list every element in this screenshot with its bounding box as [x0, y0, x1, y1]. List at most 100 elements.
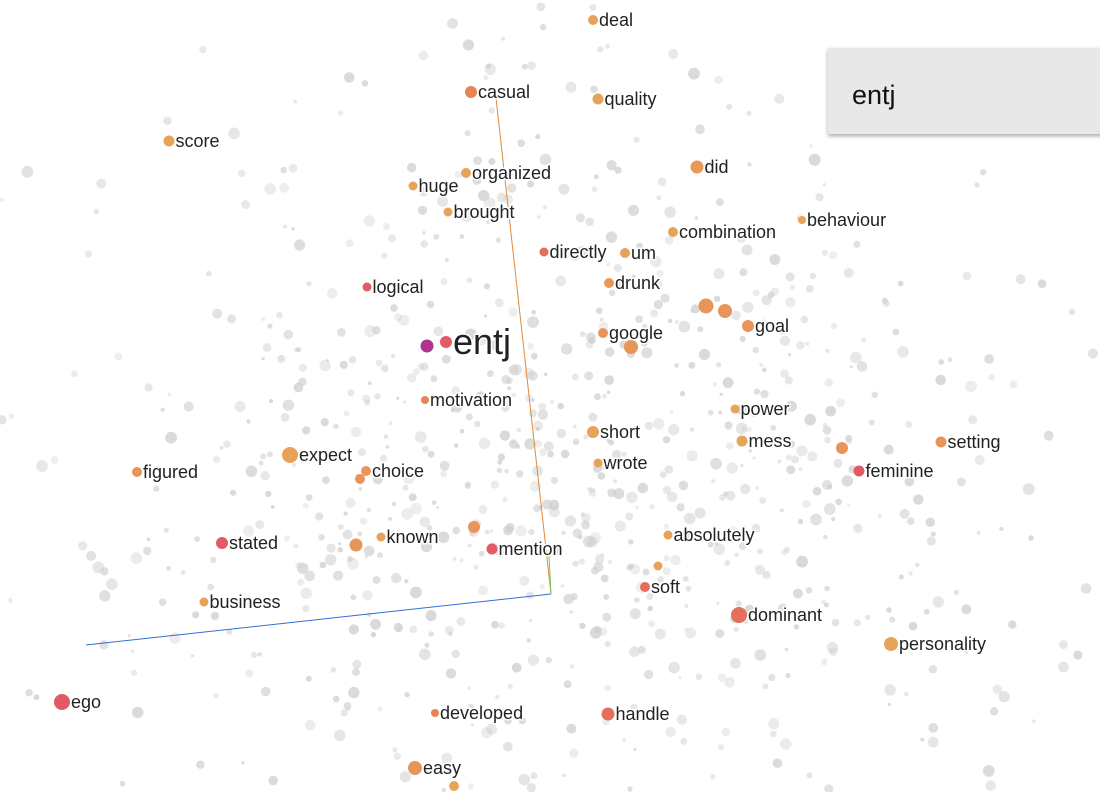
background-point[interactable] [413, 368, 420, 376]
background-point[interactable] [435, 505, 440, 510]
background-point[interactable] [606, 262, 610, 267]
background-point[interactable] [560, 449, 570, 459]
background-point[interactable] [302, 605, 310, 613]
background-point[interactable] [735, 600, 742, 607]
background-point[interactable] [752, 289, 760, 297]
background-point[interactable] [359, 517, 368, 525]
background-point[interactable] [915, 562, 920, 568]
background-point[interactable] [1022, 483, 1035, 495]
background-point[interactable] [347, 556, 353, 562]
background-point[interactable] [503, 194, 513, 205]
background-point[interactable] [887, 702, 892, 707]
background-point[interactable] [804, 413, 816, 426]
background-point[interactable] [591, 186, 598, 193]
background-point[interactable] [572, 438, 580, 446]
background-point[interactable] [268, 775, 279, 786]
background-point[interactable] [338, 524, 344, 530]
background-point[interactable] [261, 317, 265, 321]
background-point[interactable] [506, 183, 517, 193]
background-point[interactable] [785, 272, 795, 282]
background-point[interactable] [93, 209, 99, 215]
background-point[interactable] [1069, 308, 1076, 315]
background-point[interactable] [270, 505, 275, 509]
background-point[interactable] [284, 535, 290, 542]
background-point[interactable] [465, 328, 477, 340]
neighbor-point[interactable] [624, 340, 638, 354]
background-point[interactable] [433, 326, 444, 337]
background-point[interactable] [656, 195, 662, 201]
background-point[interactable] [585, 340, 594, 349]
background-point[interactable] [383, 222, 391, 231]
background-point[interactable] [548, 506, 560, 518]
background-point[interactable] [508, 307, 518, 317]
background-point[interactable] [486, 63, 492, 69]
background-point[interactable] [754, 564, 765, 575]
background-point[interactable] [431, 500, 437, 505]
background-point[interactable] [759, 497, 766, 504]
background-point[interactable] [836, 398, 845, 408]
background-point[interactable] [768, 718, 780, 730]
background-point[interactable] [534, 439, 542, 448]
background-point[interactable] [294, 239, 306, 251]
background-point[interactable] [33, 694, 40, 701]
neighbor-point[interactable] [884, 637, 898, 651]
background-point[interactable] [539, 584, 545, 590]
background-point[interactable] [689, 427, 695, 432]
background-point[interactable] [364, 399, 371, 406]
background-point[interactable] [695, 673, 702, 680]
background-point[interactable] [722, 377, 734, 389]
background-point[interactable] [877, 514, 882, 519]
background-point[interactable] [604, 684, 612, 692]
background-point[interactable] [530, 352, 538, 360]
background-point[interactable] [454, 170, 462, 179]
background-point[interactable] [871, 391, 879, 399]
background-point[interactable] [734, 552, 739, 557]
background-point[interactable] [196, 760, 205, 769]
background-point[interactable] [779, 508, 784, 513]
background-point[interactable] [588, 336, 596, 344]
background-point[interactable] [1028, 535, 1034, 541]
background-point[interactable] [719, 392, 723, 396]
background-point[interactable] [452, 526, 461, 535]
background-point[interactable] [526, 783, 537, 792]
background-point[interactable] [849, 365, 853, 369]
background-point[interactable] [464, 483, 471, 489]
background-point[interactable] [711, 479, 716, 484]
background-point[interactable] [327, 287, 338, 299]
background-point[interactable] [712, 382, 718, 387]
background-point[interactable] [595, 554, 605, 564]
background-point[interactable] [422, 231, 426, 235]
background-point[interactable] [504, 356, 510, 363]
background-point[interactable] [166, 565, 171, 571]
background-point[interactable] [796, 445, 808, 457]
background-point[interactable] [828, 251, 838, 260]
background-point[interactable] [293, 99, 297, 104]
background-point[interactable] [683, 576, 689, 582]
background-point[interactable] [409, 625, 418, 634]
background-point[interactable] [853, 523, 863, 534]
background-point[interactable] [664, 206, 676, 218]
neighbor-point[interactable] [461, 168, 471, 178]
background-point[interactable] [325, 358, 329, 362]
background-point[interactable] [770, 443, 775, 448]
background-point[interactable] [787, 352, 792, 357]
background-point[interactable] [347, 389, 355, 397]
neighbor-point[interactable] [604, 278, 614, 288]
background-point[interactable] [452, 557, 457, 561]
background-point[interactable] [923, 608, 930, 615]
background-point[interactable] [727, 526, 739, 538]
background-point[interactable] [747, 427, 752, 432]
background-point[interactable] [337, 110, 344, 116]
background-point[interactable] [504, 717, 512, 725]
background-point[interactable] [441, 354, 451, 364]
background-point[interactable] [666, 491, 678, 503]
background-point[interactable] [698, 348, 711, 361]
background-point[interactable] [262, 343, 272, 352]
background-point[interactable] [213, 456, 221, 464]
background-point[interactable] [800, 315, 809, 324]
background-point[interactable] [340, 709, 348, 717]
background-point[interactable] [21, 165, 34, 178]
background-point[interactable] [518, 717, 526, 725]
background-point[interactable] [781, 549, 788, 556]
background-point[interactable] [786, 465, 796, 475]
